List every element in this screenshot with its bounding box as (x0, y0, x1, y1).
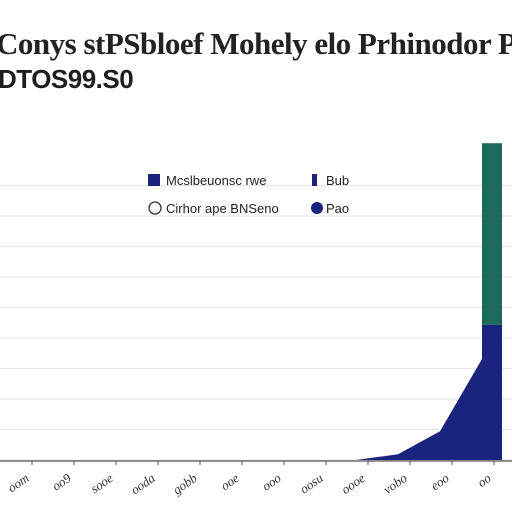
legend-marker-circle (148, 201, 162, 215)
x-tick-label: sooe (88, 470, 116, 496)
legend: Mcslbeuonsc rwe Cirhor ape BNSeno Bub Pao (148, 173, 349, 216)
legend-label: Cirhor ape BNSeno (166, 201, 279, 216)
side-legend-marker-square (312, 174, 317, 186)
bar-series-1-last (482, 324, 502, 460)
side-legend-marker-circle (311, 202, 323, 214)
x-tick-labels: oom oo9 sooe ooda gobb ooe ooo oosu oooe vobo eoo o… (5, 470, 494, 497)
grid-lines (0, 185, 512, 461)
chart-subtitle: DTOS99.S0 (0, 64, 134, 94)
x-tick-label: ooda (128, 470, 158, 497)
x-tick-label: gobb (170, 470, 200, 497)
x-tick-label: vobo (380, 470, 410, 497)
x-tick-label: oosu (297, 470, 326, 497)
data-area (0, 324, 502, 460)
x-tick-label: eoo (428, 470, 452, 493)
x-tick-label: oo (474, 470, 494, 490)
legend-marker-square (148, 174, 160, 186)
x-tick-label: oo9 (49, 470, 74, 494)
x-tick-label: oom (5, 470, 32, 495)
side-legend-label: Pao (326, 201, 349, 216)
legend-label: Mcslbeuonsc rwe (166, 173, 266, 188)
x-tick-label: ooe (218, 470, 242, 493)
chart-title: Conys stPSbloef Mohely elo Prhinodor Py (0, 26, 512, 61)
bar-series-2-last (482, 143, 502, 325)
bars (482, 143, 502, 460)
area-series-1 (0, 324, 502, 460)
side-legend-label: Bub (326, 173, 349, 188)
x-tick-label: ooo (259, 470, 284, 494)
x-axis (0, 460, 512, 465)
x-tick-label: oooe (338, 470, 367, 497)
